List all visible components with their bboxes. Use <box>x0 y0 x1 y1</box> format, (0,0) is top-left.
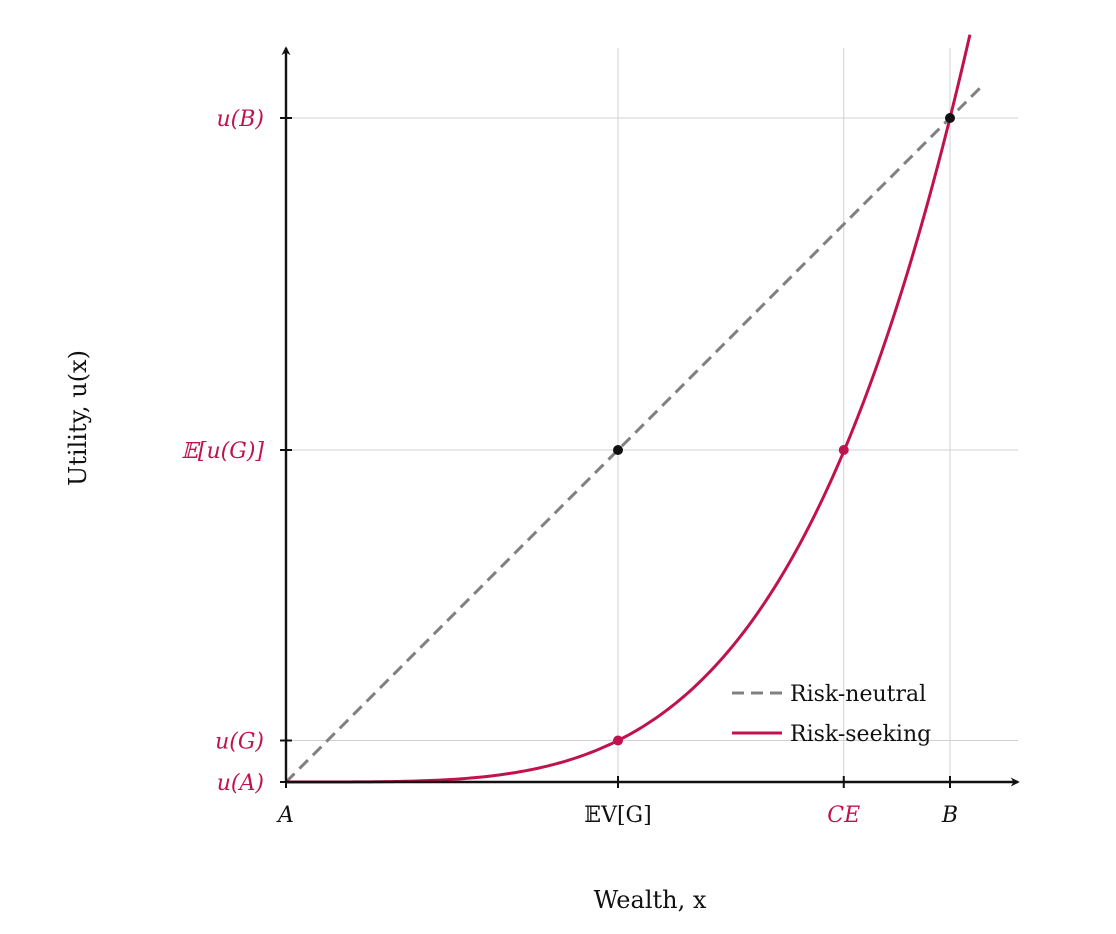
x-tick-label-2: CE <box>827 803 860 828</box>
y-tick-label-2: 𝔼[u(G)] <box>181 439 264 464</box>
legend-label-0: Risk-neutral <box>790 682 926 707</box>
grid <box>286 48 1018 782</box>
points-layer <box>613 113 955 746</box>
data-point-0 <box>613 445 623 455</box>
series-layer <box>284 34 985 784</box>
y-tick-label-1: u(G) <box>215 730 264 755</box>
x-tick-label-0: A <box>276 803 294 828</box>
y-axis-title: Utility, u(x) <box>64 350 92 486</box>
x-axis-title: Wealth, x <box>594 886 707 914</box>
series-line-risk-seeking <box>286 34 972 784</box>
data-point-3 <box>838 445 849 455</box>
series-line-risk-neutral <box>284 83 985 784</box>
data-point-1 <box>945 113 955 123</box>
y-tick-label-3: u(B) <box>216 107 264 132</box>
axes <box>281 46 1020 787</box>
legend: Risk-neutral Risk-seeking <box>732 682 931 747</box>
legend-label-1: Risk-seeking <box>790 722 931 747</box>
data-point-2 <box>613 735 623 746</box>
x-tick-label-3: B <box>941 803 958 828</box>
ticks-layer: A 𝔼V[G] CE Bu(A) u(G) 𝔼[u(G)] u(B) <box>181 107 958 828</box>
y-tick-label-0: u(A) <box>217 771 264 796</box>
x-tick-label-1: 𝔼V[G] <box>584 803 651 828</box>
